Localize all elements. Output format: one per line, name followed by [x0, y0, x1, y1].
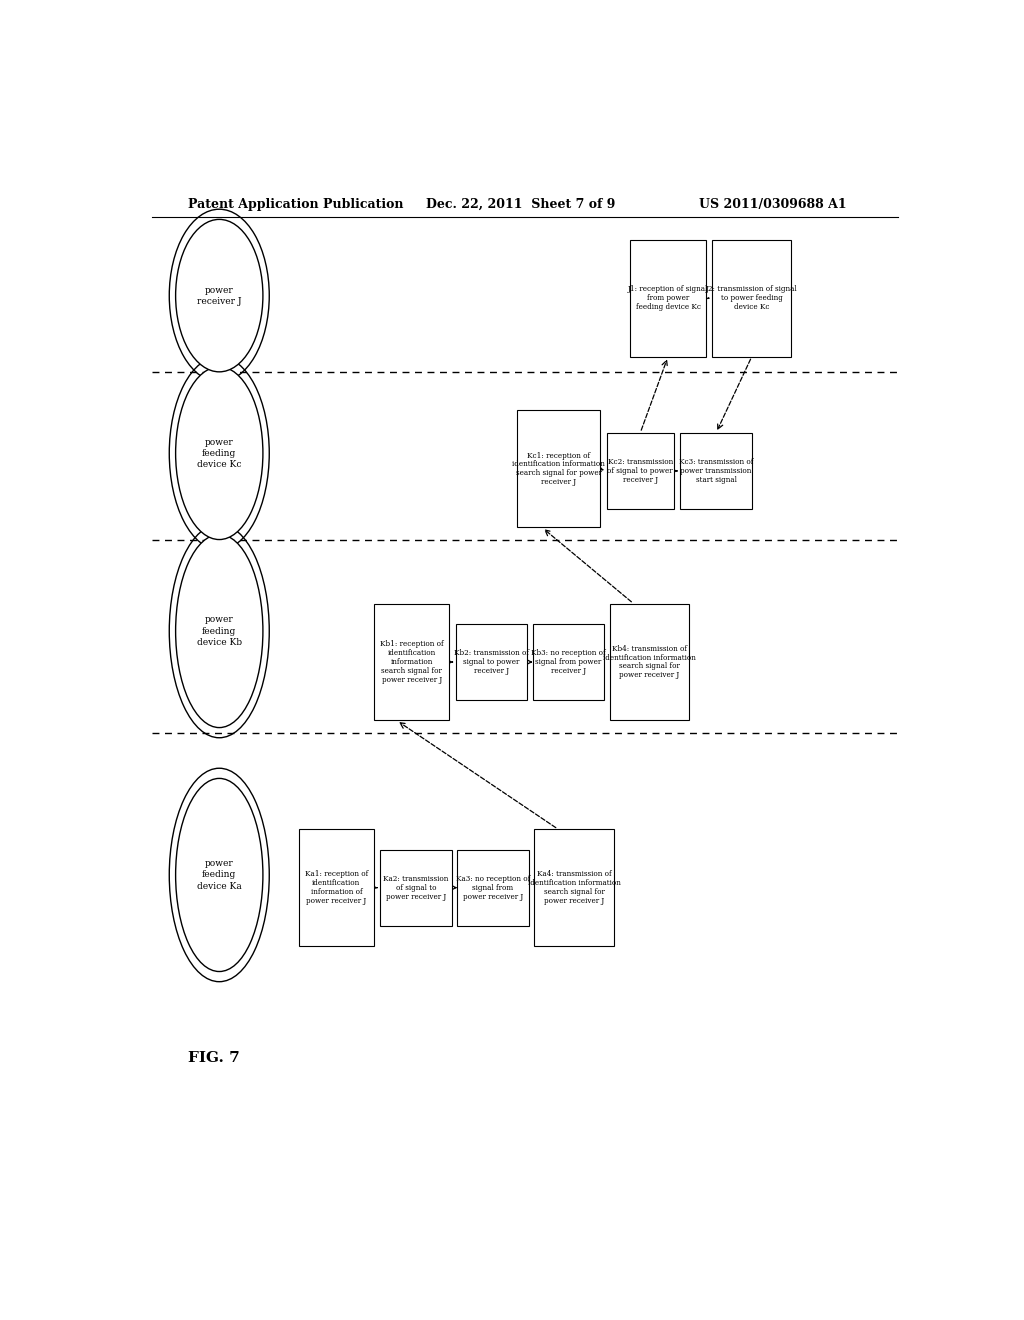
- Text: Kb4: transmission of
identification information
search signal for
power receiver: Kb4: transmission of identification info…: [603, 644, 696, 680]
- Text: Kb1: reception of
identification
information
search signal for
power receiver J: Kb1: reception of identification informa…: [380, 640, 443, 684]
- Text: J2: transmission of signal
to power feeding
device Kc: J2: transmission of signal to power feed…: [706, 285, 798, 312]
- Text: Kb2: transmission of
signal to power
receiver J: Kb2: transmission of signal to power rec…: [454, 649, 529, 675]
- Bar: [517, 411, 600, 528]
- Ellipse shape: [176, 535, 263, 727]
- Text: power
feeding
device Kb: power feeding device Kb: [197, 615, 242, 647]
- Bar: [380, 850, 452, 925]
- Bar: [299, 829, 374, 946]
- Text: power
feeding
device Ka: power feeding device Ka: [197, 859, 242, 891]
- Text: FIG. 7: FIG. 7: [187, 1051, 240, 1065]
- Text: Ka4: transmission of
identification information
search signal for
power receiver: Ka4: transmission of identification info…: [527, 870, 621, 906]
- Bar: [535, 829, 613, 946]
- Text: Patent Application Publication: Patent Application Publication: [187, 198, 403, 211]
- Text: Kc3: transmission of
power transmission
start signal: Kc3: transmission of power transmission …: [679, 458, 754, 484]
- Text: Kc2: transmission
of signal to power
receiver J: Kc2: transmission of signal to power rec…: [607, 458, 673, 484]
- Bar: [609, 603, 689, 721]
- Text: Kb3: no reception of
signal from power
receiver J: Kb3: no reception of signal from power r…: [531, 649, 606, 675]
- Text: power
receiver J: power receiver J: [197, 285, 242, 306]
- Text: Ka2: transmission
of signal to
power receiver J: Ka2: transmission of signal to power rec…: [383, 875, 449, 900]
- Bar: [456, 624, 527, 700]
- Text: Ka1: reception of
identification
information of
power receiver J: Ka1: reception of identification informa…: [305, 870, 368, 906]
- Bar: [532, 624, 604, 700]
- Text: Ka3: no reception of
signal from
power receiver J: Ka3: no reception of signal from power r…: [456, 875, 530, 900]
- Bar: [680, 433, 752, 510]
- Text: Dec. 22, 2011  Sheet 7 of 9: Dec. 22, 2011 Sheet 7 of 9: [426, 198, 615, 211]
- Bar: [458, 850, 528, 925]
- Ellipse shape: [176, 219, 263, 372]
- Bar: [631, 240, 706, 356]
- Text: Kc1: reception of
identification information
search signal for power
receiver J: Kc1: reception of identification informa…: [512, 451, 605, 486]
- Text: power
feeding
device Kc: power feeding device Kc: [197, 437, 242, 469]
- Ellipse shape: [176, 367, 263, 540]
- Text: J1: reception of signal
from power
feeding device Kc: J1: reception of signal from power feedi…: [628, 285, 709, 312]
- Bar: [374, 603, 450, 721]
- Text: US 2011/0309688 A1: US 2011/0309688 A1: [699, 198, 847, 211]
- Bar: [606, 433, 674, 510]
- Ellipse shape: [176, 779, 263, 972]
- Bar: [712, 240, 792, 356]
